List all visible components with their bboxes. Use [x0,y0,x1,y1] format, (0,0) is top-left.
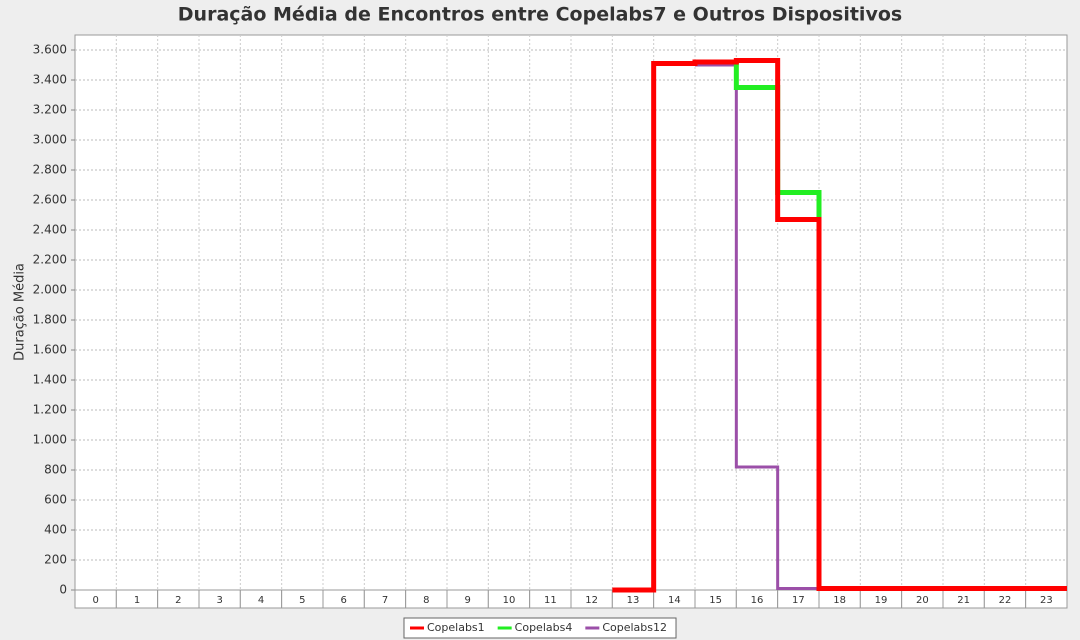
legend-label: Copelabs1 [427,621,485,634]
y-tick-label: 2.200 [33,253,67,267]
x-tick-label: 13 [627,595,640,606]
x-tick-label: 20 [916,595,929,606]
x-tick-label: 12 [585,595,598,606]
legend-label: Copelabs12 [602,621,667,634]
x-tick-label: 14 [668,595,681,606]
y-tick-label: 1.200 [33,403,67,417]
x-tick-label: 4 [258,595,264,606]
series-line [612,58,1067,593]
y-tick-label: 3.600 [33,43,67,57]
legend-box [403,617,677,639]
y-tick-label: 3.400 [33,73,67,87]
y-tick-label: 600 [44,493,67,507]
y-tick-label: 200 [44,553,67,567]
y-tick-label: 3.000 [33,133,67,147]
y-tick-label: 3.200 [33,103,67,117]
legend-label: Copelabs4 [515,621,573,634]
x-tick-label: 16 [751,595,764,606]
x-tick-label: 6 [340,595,346,606]
y-tick-label: 1.000 [33,433,67,447]
y-tick-label: 2.000 [33,283,67,297]
x-tick-label: 5 [299,595,305,606]
x-tick-label: 3 [216,595,222,606]
x-tick-label: 7 [382,595,388,606]
x-tick-label: 1 [134,595,140,606]
x-tick-label: 22 [999,595,1012,606]
x-tick-label: 8 [423,595,429,606]
y-tick-label: 2.600 [33,193,67,207]
x-tick-label: 15 [709,595,722,606]
y-tick-label: 2.400 [33,223,67,237]
x-tick-label: 0 [92,595,98,606]
y-tick-label: 1.800 [33,313,67,327]
legend: Copelabs1 Copelabs4 Copelabs12 [403,617,677,639]
x-tick-label: 23 [1040,595,1053,606]
chart-title: Duração Média de Encontros entre Copelab… [178,4,902,26]
y-tick-label: 1.400 [33,373,67,387]
x-tick-label: 21 [957,595,970,606]
y-tick-label: 800 [44,463,67,477]
y-tick-label: 0 [59,583,67,597]
x-tick-label: 17 [792,595,805,606]
x-tick-label: 2 [175,595,181,606]
y-axis-label: Duração Média [13,263,28,361]
x-tick-label: 18 [833,595,846,606]
x-tick-label: 9 [464,595,470,606]
x-tick-label: 11 [544,595,557,606]
x-tick-label: 19 [875,595,888,606]
y-tick-label: 2.800 [33,163,67,177]
y-tick-label: 1.600 [33,343,67,357]
y-tick-label: 400 [44,523,67,537]
x-tick-label: 10 [503,595,516,606]
